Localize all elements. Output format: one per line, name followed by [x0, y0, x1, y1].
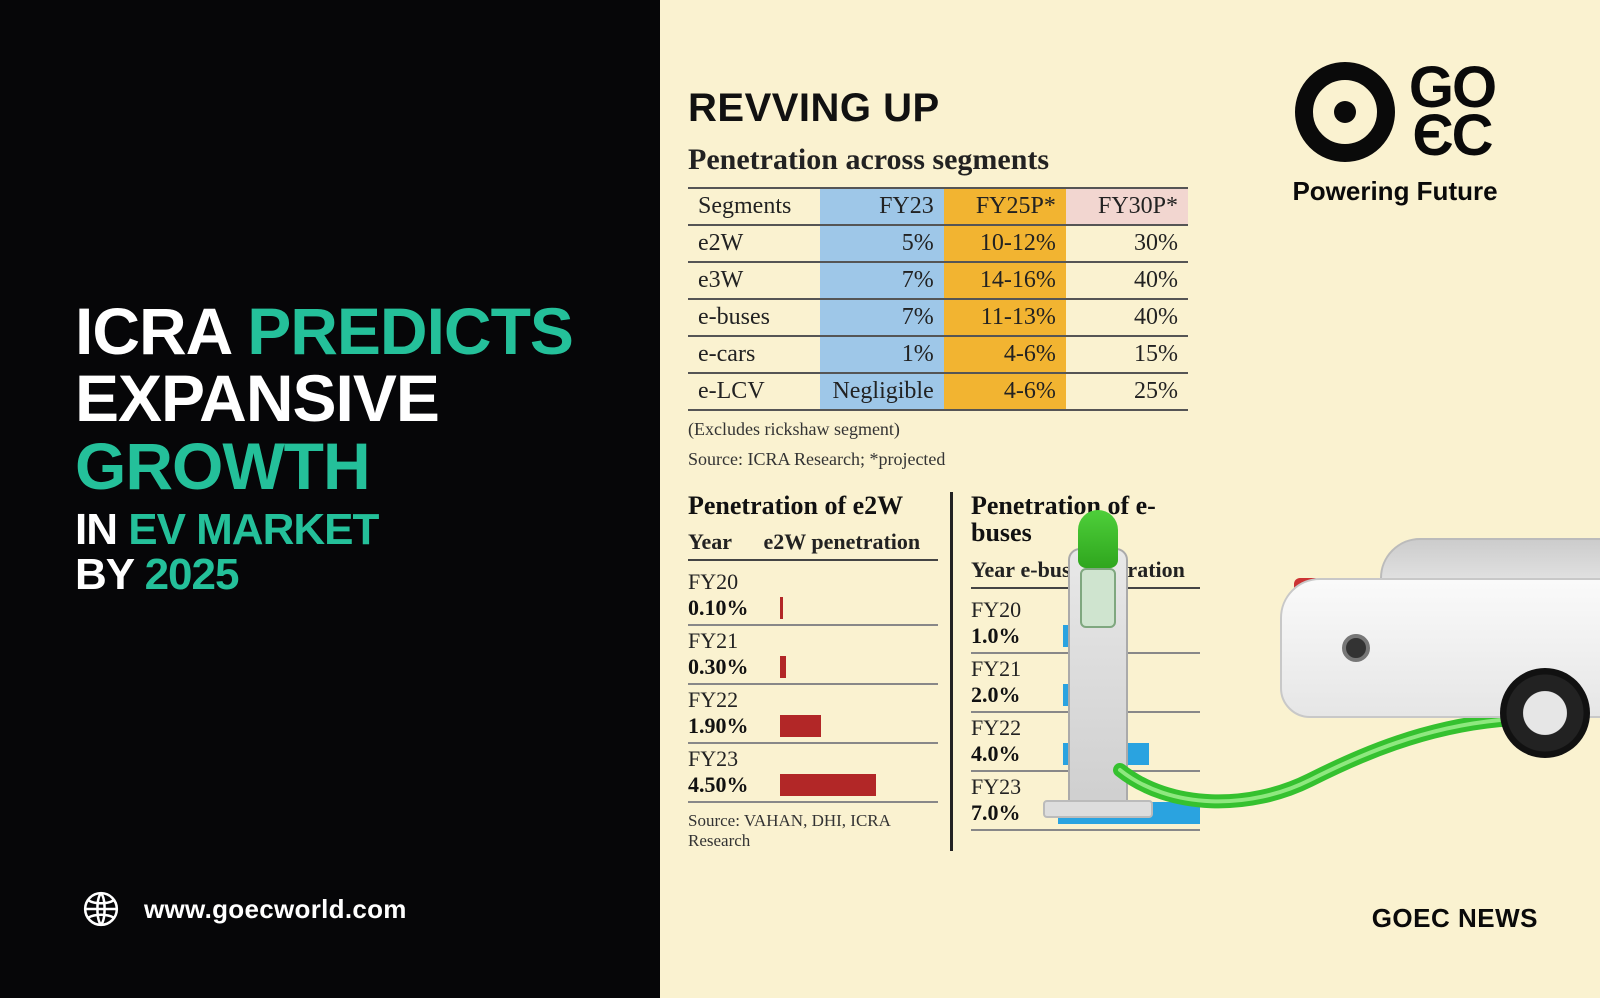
table-cell: 14-16%: [944, 262, 1066, 299]
chart-row: FY234.50%: [688, 744, 938, 803]
chart-bar: [780, 774, 876, 796]
chart-year: FY21: [688, 628, 938, 654]
chart-e2w-source: Source: VAHAN, DHI, ICRA Research: [688, 811, 938, 850]
chart-row: FY221.90%: [688, 685, 938, 744]
chart-row: FY200.10%: [688, 567, 938, 626]
chart-value: 4.50%: [688, 772, 774, 798]
table-cell: 30%: [1066, 225, 1188, 262]
th-segments: Segments: [688, 188, 820, 225]
chart-bar: [780, 656, 786, 678]
table-row: e2W5%10-12%30%: [688, 225, 1188, 262]
info-subtitle: Penetration across segments: [688, 143, 1208, 177]
table-cell: 11-13%: [944, 299, 1066, 336]
chart-year: FY23: [688, 746, 938, 772]
chart-e2w-hdr-val: e2W penetration: [764, 529, 921, 555]
chart-year: FY22: [688, 687, 938, 713]
table-cell: 7%: [820, 299, 943, 336]
right-panel: GO ЄC Powering Future GOEC NEWS REVVING …: [660, 0, 1600, 998]
globe-icon: [82, 890, 120, 928]
table-cell: e-cars: [688, 336, 820, 373]
table-cell: 40%: [1066, 299, 1188, 336]
website-url: www.goecworld.com: [144, 894, 407, 925]
chart-value: 0.30%: [688, 654, 774, 680]
url-row: www.goecworld.com: [82, 890, 407, 928]
headline: ICRA PREDICTS EXPANSIVE GROWTH IN EV MAR…: [75, 298, 595, 598]
chart-ebus-hdr-year: Year: [971, 557, 1015, 583]
hl-4b: EV MARKET: [128, 505, 378, 554]
table-cell: 4-6%: [944, 336, 1066, 373]
th-fy30p: FY30P*: [1066, 188, 1188, 225]
hl-3: GROWTH: [75, 433, 595, 500]
chart-value: 1.90%: [688, 713, 774, 739]
table-cell: 7%: [820, 262, 943, 299]
table-cell: 1%: [820, 336, 943, 373]
ev-illustration: [1040, 398, 1600, 818]
table-cell: e-LCV: [688, 373, 820, 410]
hl-5a: BY: [75, 550, 145, 599]
chart-row: FY210.30%: [688, 626, 938, 685]
chart-e2w-title: Penetration of e2W: [688, 492, 938, 519]
logo-line2: ЄC: [1409, 112, 1495, 160]
table-row: e3W7%14-16%40%: [688, 262, 1188, 299]
th-fy23: FY23: [820, 188, 943, 225]
table-cell: 40%: [1066, 262, 1188, 299]
hl-5b: 2025: [145, 550, 239, 599]
logo-tagline: Powering Future: [1240, 176, 1550, 207]
th-fy25p: FY25P*: [944, 188, 1066, 225]
chart-year: FY20: [688, 569, 938, 595]
chart-bar: [780, 715, 821, 737]
logo-ring-icon: [1295, 62, 1395, 162]
hl-1b: PREDICTS: [247, 294, 573, 368]
goec-logo: GO ЄC Powering Future: [1240, 62, 1550, 207]
table-cell: e-buses: [688, 299, 820, 336]
chart-e2w-hdr-year: Year: [688, 529, 758, 555]
table-cell: 5%: [820, 225, 943, 262]
car-icon: [1250, 538, 1600, 758]
table-cell: e2W: [688, 225, 820, 262]
chart-e2w: Penetration of e2W Year e2W penetration …: [688, 492, 938, 850]
info-title: REVVING UP: [688, 86, 1208, 131]
table-cell: 15%: [1066, 336, 1188, 373]
table-cell: e3W: [688, 262, 820, 299]
logo-wordmark: GO ЄC: [1409, 64, 1495, 159]
left-panel: ICRA PREDICTS EXPANSIVE GROWTH IN EV MAR…: [0, 0, 660, 998]
hl-2: EXPANSIVE: [75, 365, 595, 432]
hl-4a: IN: [75, 505, 128, 554]
table-cell: 10-12%: [944, 225, 1066, 262]
table-cell: Negligible: [820, 373, 943, 410]
table-row: e-cars1%4-6%15%: [688, 336, 1188, 373]
chart-bar: [780, 597, 783, 619]
brand-news: GOEC NEWS: [1372, 903, 1538, 934]
hl-1a: ICRA: [75, 294, 247, 368]
penetration-table: Segments FY23 FY25P* FY30P* e2W5%10-12%3…: [688, 187, 1188, 411]
table-row: e-buses7%11-13%40%: [688, 299, 1188, 336]
chart-value: 0.10%: [688, 595, 774, 621]
